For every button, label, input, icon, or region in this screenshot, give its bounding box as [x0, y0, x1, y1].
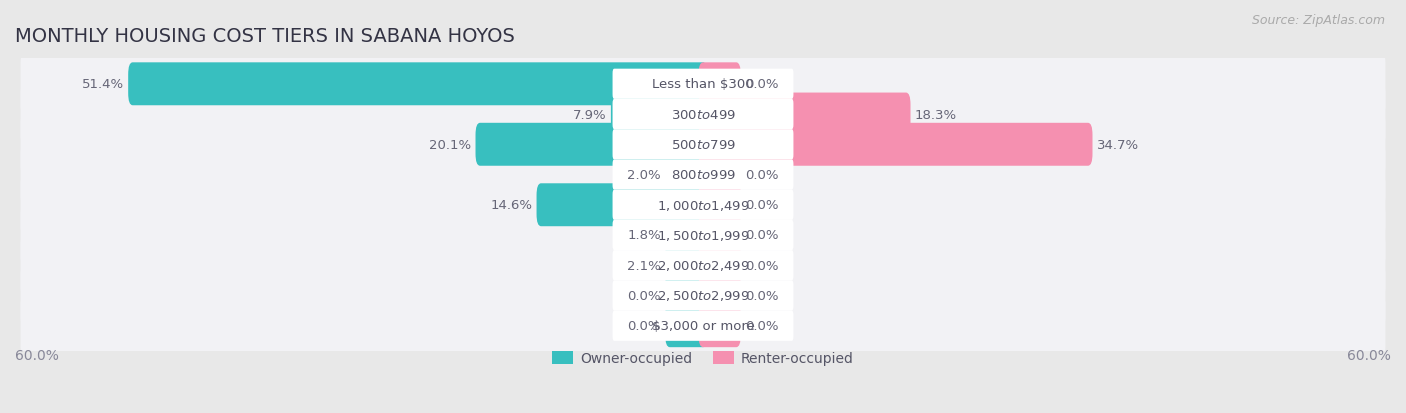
- FancyBboxPatch shape: [699, 214, 741, 257]
- Text: 20.1%: 20.1%: [429, 138, 471, 152]
- FancyBboxPatch shape: [613, 251, 793, 281]
- FancyBboxPatch shape: [21, 110, 1385, 180]
- Legend: Owner-occupied, Renter-occupied: Owner-occupied, Renter-occupied: [547, 346, 859, 371]
- FancyBboxPatch shape: [699, 63, 741, 106]
- FancyBboxPatch shape: [699, 123, 1092, 166]
- Text: $800 to $999: $800 to $999: [671, 169, 735, 182]
- FancyBboxPatch shape: [21, 50, 1385, 119]
- Text: $1,000 to $1,499: $1,000 to $1,499: [657, 198, 749, 212]
- Text: 60.0%: 60.0%: [1347, 349, 1391, 363]
- FancyBboxPatch shape: [613, 69, 793, 100]
- Text: 0.0%: 0.0%: [745, 259, 779, 272]
- FancyBboxPatch shape: [699, 93, 911, 136]
- FancyBboxPatch shape: [613, 130, 793, 160]
- FancyBboxPatch shape: [21, 201, 1385, 270]
- FancyBboxPatch shape: [537, 184, 707, 227]
- Text: 1.8%: 1.8%: [627, 229, 661, 242]
- FancyBboxPatch shape: [613, 190, 793, 221]
- FancyBboxPatch shape: [699, 304, 741, 347]
- Text: 2.0%: 2.0%: [627, 169, 661, 182]
- Text: 18.3%: 18.3%: [915, 108, 957, 121]
- Text: Less than $300: Less than $300: [652, 78, 754, 91]
- Text: 34.7%: 34.7%: [1097, 138, 1139, 152]
- Text: 0.0%: 0.0%: [745, 229, 779, 242]
- FancyBboxPatch shape: [21, 291, 1385, 361]
- Text: 0.0%: 0.0%: [627, 289, 661, 302]
- Text: 60.0%: 60.0%: [15, 349, 59, 363]
- FancyBboxPatch shape: [613, 311, 793, 341]
- FancyBboxPatch shape: [21, 171, 1385, 240]
- Text: 7.9%: 7.9%: [572, 108, 606, 121]
- Text: 0.0%: 0.0%: [627, 319, 661, 332]
- Text: 0.0%: 0.0%: [745, 169, 779, 182]
- FancyBboxPatch shape: [613, 160, 793, 190]
- FancyBboxPatch shape: [699, 274, 741, 317]
- Text: 14.6%: 14.6%: [491, 199, 531, 212]
- Text: $2,000 to $2,499: $2,000 to $2,499: [657, 259, 749, 273]
- FancyBboxPatch shape: [665, 274, 707, 317]
- FancyBboxPatch shape: [613, 100, 793, 130]
- Text: 0.0%: 0.0%: [745, 78, 779, 91]
- FancyBboxPatch shape: [665, 214, 707, 257]
- Text: Source: ZipAtlas.com: Source: ZipAtlas.com: [1251, 14, 1385, 27]
- Text: 0.0%: 0.0%: [745, 319, 779, 332]
- Text: 0.0%: 0.0%: [745, 199, 779, 212]
- FancyBboxPatch shape: [665, 304, 707, 347]
- FancyBboxPatch shape: [610, 93, 707, 136]
- Text: 0.0%: 0.0%: [745, 289, 779, 302]
- FancyBboxPatch shape: [21, 80, 1385, 150]
- Text: $500 to $799: $500 to $799: [671, 138, 735, 152]
- Text: 51.4%: 51.4%: [82, 78, 124, 91]
- FancyBboxPatch shape: [665, 154, 707, 197]
- Text: $300 to $499: $300 to $499: [671, 108, 735, 121]
- FancyBboxPatch shape: [699, 244, 741, 287]
- FancyBboxPatch shape: [665, 244, 707, 287]
- Text: $3,000 or more: $3,000 or more: [651, 319, 755, 332]
- FancyBboxPatch shape: [613, 221, 793, 251]
- FancyBboxPatch shape: [21, 231, 1385, 300]
- FancyBboxPatch shape: [699, 184, 741, 227]
- FancyBboxPatch shape: [128, 63, 707, 106]
- FancyBboxPatch shape: [699, 154, 741, 197]
- Text: MONTHLY HOUSING COST TIERS IN SABANA HOYOS: MONTHLY HOUSING COST TIERS IN SABANA HOY…: [15, 27, 515, 46]
- Text: $2,500 to $2,999: $2,500 to $2,999: [657, 289, 749, 303]
- FancyBboxPatch shape: [21, 140, 1385, 210]
- FancyBboxPatch shape: [21, 261, 1385, 330]
- FancyBboxPatch shape: [613, 281, 793, 311]
- Text: 2.1%: 2.1%: [627, 259, 661, 272]
- FancyBboxPatch shape: [475, 123, 707, 166]
- Text: $1,500 to $1,999: $1,500 to $1,999: [657, 228, 749, 242]
